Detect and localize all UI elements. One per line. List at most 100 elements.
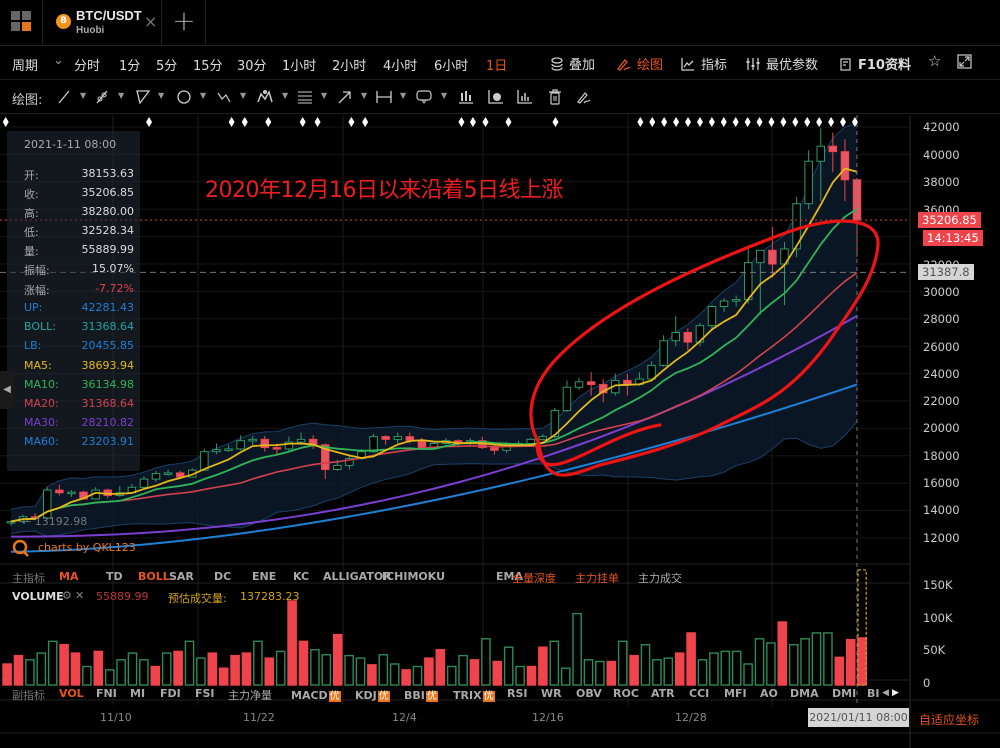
fibonacci-tool-caret-icon[interactable]: ▼ [321,91,328,100]
circle-tool-caret-icon[interactable]: ▼ [200,91,207,100]
auto-axis-button[interactable]: 自适应坐标 [919,713,980,727]
sub-indicator-item[interactable]: 主力净量 [228,687,272,703]
main-indicator-sar[interactable]: SAR [169,570,194,583]
wave-tool-caret-icon[interactable]: ▼ [240,91,247,100]
period-30m[interactable]: 30分 [237,59,267,74]
indicator-button[interactable]: 指标 [681,54,727,73]
sub-indicator-trix[interactable]: TRIX 优 [453,687,495,702]
sub-indicator-vol[interactable]: VOL [59,687,84,700]
main-indicator-kc[interactable]: KC [293,570,310,583]
candle-bars-icon[interactable] [458,89,474,105]
sub-indicator-text: DMA [790,687,819,700]
tab-btc-usdt[interactable]: B BTC/USDT Huobi × [44,0,162,46]
period-6h[interactable]: 6小时 [434,59,469,74]
pattern-tool-icon[interactable] [256,88,274,106]
line-tool-icon[interactable] [57,89,71,105]
sub-indicator-dmi[interactable]: DMI [832,687,856,700]
sub-indicator-rsi[interactable]: RSI [507,687,528,700]
period-2h[interactable]: 2小时 [332,59,367,74]
arrow-tool-icon[interactable] [337,89,353,105]
main-indicator-ma[interactable]: MA [59,570,79,583]
pattern-tool-caret-icon[interactable]: ▼ [282,91,289,100]
arrow-tool-caret-icon[interactable]: ▼ [361,91,368,100]
candle-body [647,364,656,380]
signal-marker [2,117,9,127]
main-indicator-td[interactable]: TD [106,570,123,583]
candle-body [550,410,560,438]
note-tool-caret-icon[interactable]: ▼ [441,91,448,100]
apps-grid-button[interactable] [0,0,43,46]
main-indicator-dc[interactable]: DC [214,570,232,583]
main-indicator-ema[interactable]: EMA [496,570,523,583]
candlestick-chart[interactable] [0,115,1000,748]
ray-tool-icon[interactable] [95,89,109,105]
sub-indicator-cci[interactable]: CCI [689,687,709,700]
bar-stats-icon[interactable] [517,89,533,105]
info-value: 31368.64 [81,397,135,410]
close-tab-icon[interactable]: × [144,12,158,31]
main-indicator-ene[interactable]: ENE [252,570,277,583]
sub-indicator-roc[interactable]: ROC [613,687,639,700]
sub-indicator-bi[interactable]: BI [867,687,879,700]
collapse-panel-icon[interactable]: ◀ [0,371,14,409]
ray-tool-caret-icon[interactable]: ▼ [118,91,125,100]
scroll-right-icon[interactable]: ▶ [892,688,899,698]
sub-indicator-fni[interactable]: FNI [96,687,117,700]
sub-indicator-fsi[interactable]: FSI [195,687,215,700]
period-5m[interactable]: 5分 [156,59,178,74]
period-1d[interactable]: 1日 [486,59,508,74]
sub-indicator-obv[interactable]: OBV [576,687,602,700]
sub-indicator-mfi[interactable]: MFI [724,687,747,700]
main-indicator-ichimoku[interactable]: ICHIMOKU [382,570,446,583]
sub-indicator-macd[interactable]: MACD 优 [291,687,341,702]
sub-indicator-dma[interactable]: DMA [790,687,819,700]
volume-settings-icon[interactable]: ⚙ [62,589,72,602]
note-tool-icon[interactable] [416,89,432,105]
trash-icon[interactable] [548,89,562,105]
period-fenshi[interactable]: 分时 [74,59,101,74]
chart-area[interactable] [0,115,1000,748]
pen-tool-icon[interactable] [576,89,592,105]
depth-tab[interactable]: 主力成交 [638,572,682,585]
fullscreen-button[interactable] [957,54,978,71]
sub-indicator-kdj[interactable]: KDJ 优 [355,687,390,702]
best-params-button[interactable]: 最优参数 [746,54,818,73]
info-row: 低: 32528.34 [24,224,134,240]
main-indicator-alligator[interactable]: ALLIGATOR [323,570,392,583]
info-row: 收: 35206.85 [24,186,134,202]
drawing-button[interactable]: 绘图 [616,54,663,73]
add-tab-button[interactable]: + [163,0,206,46]
scroll-left-icon[interactable]: ◀ [882,688,889,698]
f10-info-button[interactable]: F10资料 [840,54,911,73]
period-4h[interactable]: 4小时 [383,59,418,74]
polygon-tool-caret-icon[interactable]: ▼ [158,91,165,100]
measure-tool-caret-icon[interactable]: ▼ [400,91,407,100]
sub-indicator-ao[interactable]: AO [760,687,778,700]
sub-indicator-wr[interactable]: WR [541,687,562,700]
fibonacci-tool-icon[interactable] [297,89,313,105]
period-15m[interactable]: 15分 [193,59,223,74]
main-indicator-boll[interactable]: BOLL [138,570,170,583]
pie-chart-icon[interactable] [488,89,504,105]
low-price-value: 13192.98 [34,515,88,528]
line-tool-caret-icon[interactable]: ▼ [80,91,87,100]
price-tick: 42000 [923,120,960,134]
circle-tool-icon[interactable] [176,89,192,105]
overlay-button[interactable]: 叠加 [551,54,595,73]
period-1h[interactable]: 1小时 [282,59,317,74]
depth-tab[interactable]: 全量深度 [512,572,556,585]
volume-close-icon[interactable]: ✕ [75,589,85,602]
sub-indicator-atr[interactable]: ATR [651,687,675,700]
depth-tab[interactable]: 主力挂单 [575,572,619,585]
wave-tool-icon[interactable] [216,89,232,105]
sub-indicator-bbi[interactable]: BBI 优 [404,687,438,702]
polygon-tool-icon[interactable] [135,89,151,105]
sub-indicator-text: VOL [59,687,84,700]
period-1m[interactable]: 1分 [119,59,141,74]
period-dropdown-icon[interactable]: ⌄ [53,53,64,68]
favorite-star-icon[interactable]: ☆ [928,52,942,70]
sub-indicator-mi[interactable]: MI [130,687,145,700]
candle-body [586,381,596,386]
measure-tool-icon[interactable] [376,89,392,105]
sub-indicator-fdi[interactable]: FDI [160,687,181,700]
